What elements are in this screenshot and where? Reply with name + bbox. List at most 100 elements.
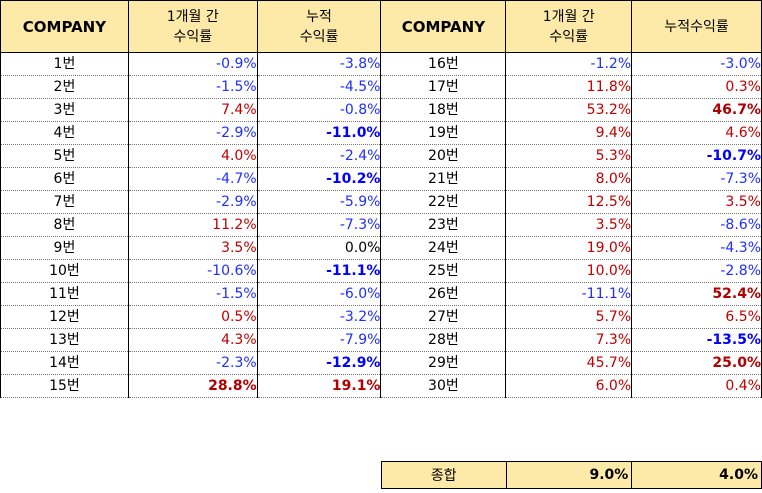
monthly-return-cell: 10.0%	[505, 259, 633, 283]
company-header-right: COMPANY	[380, 0, 507, 53]
monthly-return-cell: -1.5%	[127, 282, 258, 306]
monthly-return-cell: 11.8%	[505, 75, 633, 99]
cumulative-return-cell: -5.9%	[256, 190, 382, 214]
cumulative-return-cell: -2.8%	[631, 259, 762, 283]
monthly-return-cell: -1.5%	[127, 75, 258, 99]
table-row: 7번 -2.9% -5.9% 22번 12.5% 3.5%	[0, 190, 762, 214]
table-row: 11번 -1.5% -6.0% 26번 -11.1% 52.4%	[0, 282, 762, 306]
company-name-cell: 9번	[0, 236, 129, 260]
monthly-return-cell: 0.5%	[127, 305, 258, 329]
company-name-cell: 17번	[380, 75, 507, 99]
table-row: 12번 0.5% -3.2% 27번 5.7% 6.5%	[0, 305, 762, 329]
cumulative-return-cell: -3.8%	[256, 52, 382, 76]
monthly-return-cell: 3.5%	[127, 236, 258, 260]
company-name-cell: 10번	[0, 259, 129, 283]
monthly-return-cell: 11.2%	[127, 213, 258, 237]
cumulative-return-cell: -3.2%	[256, 305, 382, 329]
cumulative-return-cell: -7.9%	[256, 328, 382, 352]
cumulative-return-cell: 46.7%	[631, 98, 762, 122]
cumulative-return-cell: 19.1%	[256, 374, 382, 398]
company-name-cell: 21번	[380, 167, 507, 191]
company-name-cell: 15번	[0, 374, 129, 398]
monthly-return-cell: -0.9%	[127, 52, 258, 76]
monthly-return-cell: -2.9%	[127, 121, 258, 145]
cumulative-return-cell: -12.9%	[256, 351, 382, 375]
company-name-cell: 12번	[0, 305, 129, 329]
monthly-return-cell: -4.7%	[127, 167, 258, 191]
table-row: 13번 4.3% -7.9% 28번 7.3% -13.5%	[0, 328, 762, 352]
company-name-cell: 30번	[380, 374, 507, 398]
company-name-cell: 3번	[0, 98, 129, 122]
cumulative-return-cell: 3.5%	[631, 190, 762, 214]
monthly-return-cell: 7.3%	[505, 328, 633, 352]
company-name-cell: 18번	[380, 98, 507, 122]
company-name-cell: 7번	[0, 190, 129, 214]
cumulative-return-cell: -11.0%	[256, 121, 382, 145]
returns-table: COMPANY 1개월 간 수익률 누적 수익률 COMPANY 1개월 간 수익률 …	[0, 0, 762, 398]
header-row: COMPANY 1개월 간 수익률 누적 수익률 COMPANY 1개월 간 수익률 …	[0, 0, 762, 53]
table-row: 2번 -1.5% -4.5% 17번 11.8% 0.3%	[0, 75, 762, 99]
monthly-return-cell: 5.3%	[505, 144, 633, 168]
monthly-return-header-right: 1개월 간 수익률	[505, 0, 633, 53]
cumulative-return-cell: -10.2%	[256, 167, 382, 191]
monthly-return-cell: -10.6%	[127, 259, 258, 283]
company-name-cell: 6번	[0, 167, 129, 191]
monthly-return-cell: 4.0%	[127, 144, 258, 168]
cumulative-return-cell: -4.3%	[631, 236, 762, 260]
company-name-cell: 13번	[0, 328, 129, 352]
summary-row: 종합 9.0% 4.0%	[381, 461, 762, 489]
table-row: 15번 28.8% 19.1% 30번 6.0% 0.4%	[0, 374, 762, 398]
cumulative-return-cell: -7.3%	[256, 213, 382, 237]
company-name-cell: 14번	[0, 351, 129, 375]
table-row: 10번 -10.6% -11.1% 25번 10.0% -2.8%	[0, 259, 762, 283]
monthly-return-cell: 9.4%	[505, 121, 633, 145]
table-row: 9번 3.5% 0.0% 24번 19.0% -4.3%	[0, 236, 762, 260]
table-row: 14번 -2.3% -12.9% 29번 45.7% 25.0%	[0, 351, 762, 375]
company-name-cell: 8번	[0, 213, 129, 237]
monthly-return-cell: 8.0%	[505, 167, 633, 191]
company-name-cell: 24번	[380, 236, 507, 260]
monthly-return-cell: -2.9%	[127, 190, 258, 214]
monthly-return-cell: -11.1%	[505, 282, 633, 306]
monthly-return-cell: 19.0%	[505, 236, 633, 260]
cumulative-return-header-left: 누적 수익률	[256, 0, 382, 53]
monthly-return-cell: 53.2%	[505, 98, 633, 122]
monthly-return-cell: 12.5%	[505, 190, 633, 214]
monthly-return-cell: 3.5%	[505, 213, 633, 237]
company-name-cell: 20번	[380, 144, 507, 168]
cumulative-return-cell: -13.5%	[631, 328, 762, 352]
company-name-cell: 4번	[0, 121, 129, 145]
monthly-return-cell: 4.3%	[127, 328, 258, 352]
monthly-return-cell: 6.0%	[505, 374, 633, 398]
monthly-return-cell: 28.8%	[127, 374, 258, 398]
company-name-cell: 26번	[380, 282, 507, 306]
table-row: 5번 4.0% -2.4% 20번 5.3% -10.7%	[0, 144, 762, 168]
company-name-cell: 16번	[380, 52, 507, 76]
company-name-cell: 29번	[380, 351, 507, 375]
table-row: 3번 7.4% -0.8% 18번 53.2% 46.7%	[0, 98, 762, 122]
company-name-cell: 25번	[380, 259, 507, 283]
company-name-cell: 19번	[380, 121, 507, 145]
cumulative-return-cell: -10.7%	[631, 144, 762, 168]
cumulative-return-cell: -2.4%	[256, 144, 382, 168]
monthly-return-header-left: 1개월 간 수익률	[127, 0, 258, 53]
cumulative-return-cell: 25.0%	[631, 351, 762, 375]
cumulative-return-cell: -3.0%	[631, 52, 762, 76]
cumulative-return-cell: 0.0%	[256, 236, 382, 260]
company-name-cell: 11번	[0, 282, 129, 306]
company-name-cell: 23번	[380, 213, 507, 237]
monthly-return-cell: 45.7%	[505, 351, 633, 375]
cumulative-return-cell: 52.4%	[631, 282, 762, 306]
company-name-cell: 1번	[0, 52, 129, 76]
table-row: 8번 11.2% -7.3% 23번 3.5% -8.6%	[0, 213, 762, 237]
table-row: 4번 -2.9% -11.0% 19번 9.4% 4.6%	[0, 121, 762, 145]
cumulative-return-cell: 0.3%	[631, 75, 762, 99]
cumulative-return-cell: 0.4%	[631, 374, 762, 398]
summary-monthly: 9.0%	[505, 461, 633, 489]
summary-label: 종합	[381, 461, 507, 489]
cumulative-return-cell: -8.6%	[631, 213, 762, 237]
company-name-cell: 5번	[0, 144, 129, 168]
monthly-return-cell: 7.4%	[127, 98, 258, 122]
monthly-return-cell: -1.2%	[505, 52, 633, 76]
